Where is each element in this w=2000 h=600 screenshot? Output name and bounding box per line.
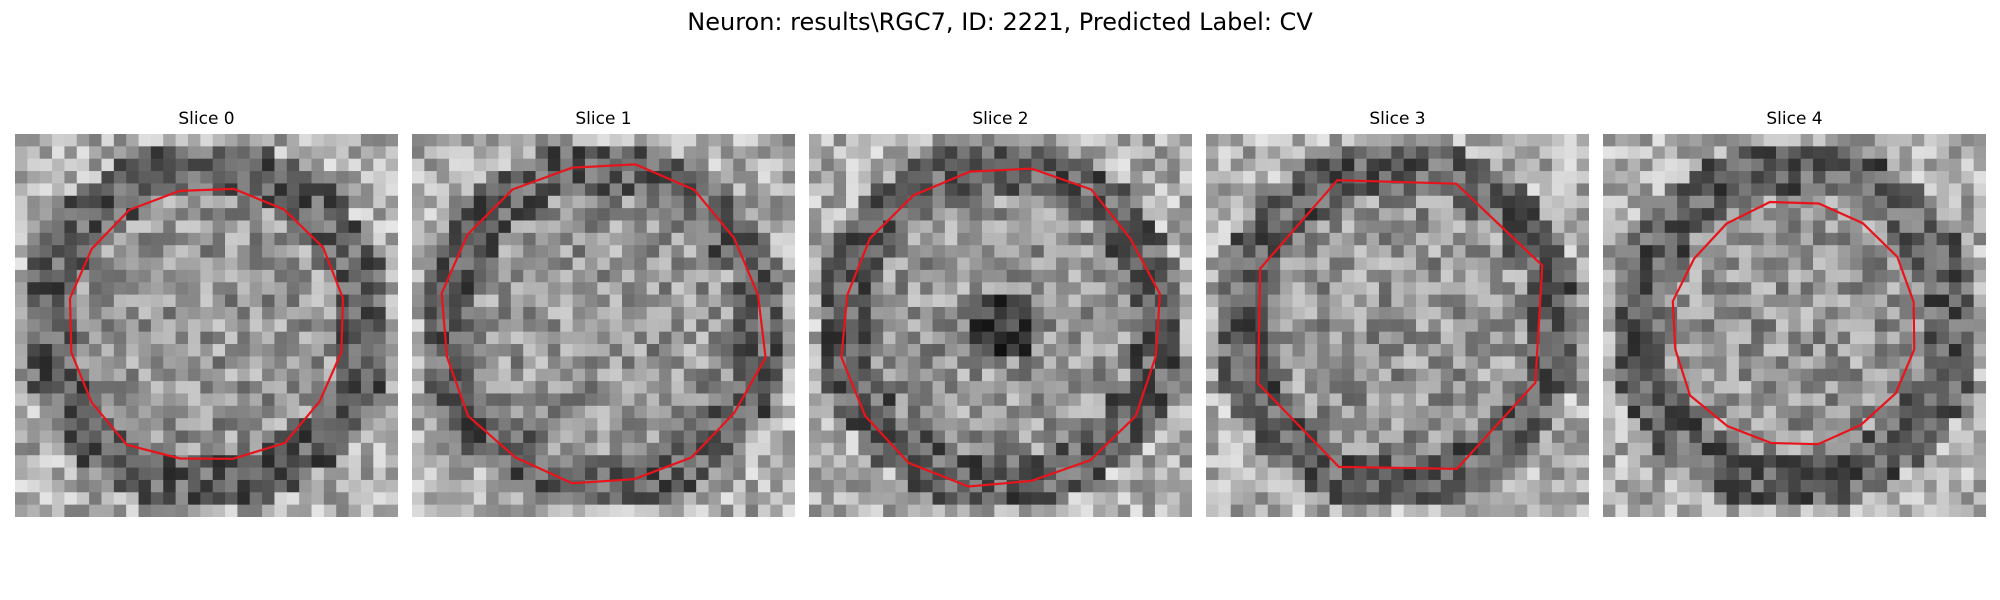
slice-panel-3: Slice 3	[1206, 108, 1589, 521]
contour-outline	[68, 187, 345, 460]
slice-title: Slice 4	[1766, 109, 1823, 129]
slice-image	[809, 134, 1192, 517]
slice-title: Slice 2	[972, 109, 1029, 129]
slice-panel-4: Slice 4	[1603, 108, 1986, 521]
contour-outline	[1671, 200, 1916, 446]
slice-image	[412, 134, 795, 517]
slice-panel-0: Slice 0	[15, 108, 398, 521]
contour-outline	[840, 167, 1162, 488]
slice-title: Slice 0	[178, 109, 235, 129]
slice-image	[1603, 134, 1986, 517]
contour-outline	[440, 163, 767, 485]
slice-panel-1: Slice 1	[412, 108, 795, 521]
slice-image	[15, 134, 398, 517]
contour-outline	[1256, 179, 1544, 471]
slice-image	[1206, 134, 1589, 517]
figure-title: Neuron: results\RGC7, ID: 2221, Predicte…	[687, 8, 1313, 36]
slice-panel-2: Slice 2	[809, 108, 1192, 521]
slice-title: Slice 3	[1369, 109, 1426, 129]
slice-title: Slice 1	[575, 109, 632, 129]
